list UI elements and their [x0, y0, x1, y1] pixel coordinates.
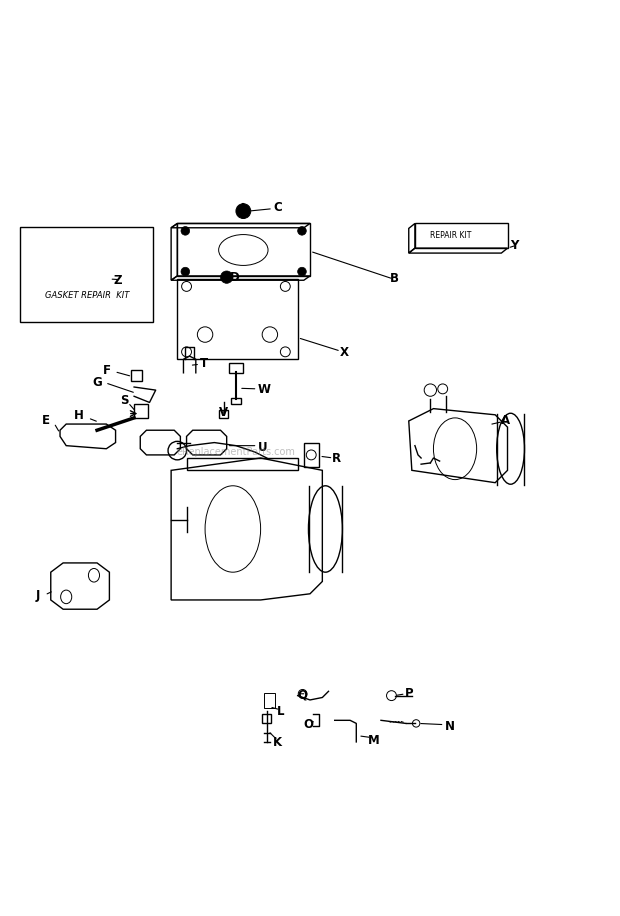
Text: G: G: [93, 376, 102, 388]
Text: E: E: [42, 414, 50, 427]
Circle shape: [221, 271, 233, 283]
Circle shape: [412, 720, 420, 727]
Text: V: V: [219, 406, 228, 419]
Circle shape: [181, 226, 190, 235]
Text: S: S: [120, 394, 128, 407]
Bar: [231, 398, 241, 404]
Text: W: W: [257, 383, 270, 397]
Text: M: M: [368, 734, 379, 747]
Text: F: F: [104, 364, 111, 377]
Text: X: X: [340, 346, 348, 359]
Text: B: B: [390, 272, 399, 285]
Circle shape: [298, 690, 307, 698]
Text: T: T: [200, 357, 208, 370]
Circle shape: [386, 691, 396, 701]
Circle shape: [236, 203, 250, 219]
Text: L: L: [277, 705, 285, 718]
Circle shape: [298, 267, 306, 276]
Bar: [20, 226, 153, 322]
Text: A: A: [502, 414, 510, 427]
Text: R: R: [332, 453, 341, 465]
Circle shape: [181, 267, 190, 276]
Text: GASKET REPAIR  KIT: GASKET REPAIR KIT: [45, 290, 129, 300]
Text: N: N: [445, 720, 454, 733]
Bar: [219, 409, 228, 418]
Polygon shape: [262, 714, 271, 724]
Bar: [131, 370, 142, 381]
Text: eReplacementParts.com: eReplacementParts.com: [177, 447, 295, 457]
Bar: [264, 692, 275, 708]
Text: Q: Q: [298, 689, 308, 702]
Text: O: O: [304, 718, 314, 731]
Text: REPAIR KIT: REPAIR KIT: [430, 231, 472, 240]
Text: U: U: [257, 441, 267, 453]
Bar: [134, 404, 148, 418]
Text: D: D: [230, 271, 239, 284]
Text: H: H: [74, 409, 84, 422]
Bar: [229, 363, 243, 373]
Text: C: C: [273, 202, 281, 214]
Text: Z: Z: [113, 274, 122, 287]
Text: Y: Y: [511, 239, 519, 253]
Text: K: K: [273, 736, 282, 749]
Text: J: J: [35, 589, 40, 602]
Bar: [177, 279, 298, 359]
Text: P: P: [404, 688, 413, 701]
Circle shape: [298, 226, 306, 235]
